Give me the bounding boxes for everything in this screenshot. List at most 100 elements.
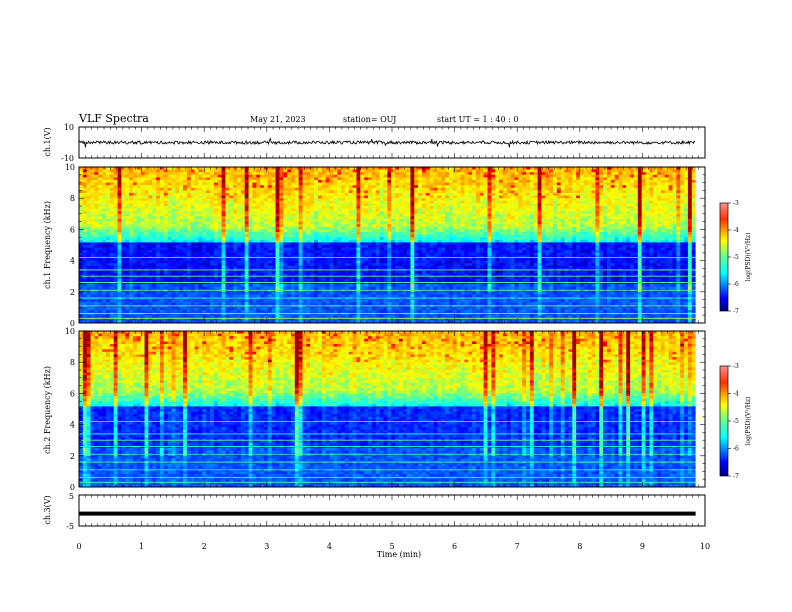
spectrogram-cell — [267, 208, 273, 212]
spectrogram-cell — [352, 200, 357, 204]
spectrogram-cell — [410, 180, 415, 183]
spectrogram-cell — [198, 185, 203, 189]
spectrogram-cell — [279, 219, 284, 222]
spectrogram-cell — [564, 195, 569, 199]
spectrogram-cell — [421, 200, 427, 204]
spectrogram-cell — [587, 226, 592, 230]
spectrogram-cell — [287, 221, 292, 225]
spectrogram-cell — [418, 172, 423, 176]
spectrogram-cell — [672, 216, 677, 220]
spectrogram-cell — [148, 239, 153, 243]
spectrogram-cell — [425, 213, 431, 217]
spectrogram-cell — [603, 200, 608, 204]
spectrogram-cell — [202, 232, 207, 235]
spectrogram-cell — [148, 177, 153, 181]
spectrogram-cell — [356, 229, 361, 233]
spectrogram-cell — [317, 208, 323, 212]
spectrogram-cell — [344, 174, 350, 178]
spectrogram-cell — [79, 208, 84, 212]
spectrogram-cell — [206, 213, 211, 217]
spectrogram-cell — [148, 180, 153, 183]
spectrogram-cell — [371, 229, 377, 233]
spectrogram-cell — [414, 213, 419, 217]
spectrogram-cell — [606, 221, 612, 225]
spectrogram-cell — [256, 203, 261, 207]
spectrogram-cell — [317, 213, 323, 217]
spectrogram-cell — [591, 203, 596, 207]
spectrogram-cell — [684, 177, 689, 181]
spectrogram-cell — [445, 190, 450, 194]
spectrogram-cell — [687, 216, 693, 220]
spectrogram-cell — [580, 206, 585, 209]
spectrogram-cell — [333, 177, 338, 181]
spectrogram-cell — [502, 187, 508, 191]
spectrogram-cell — [603, 229, 608, 233]
spectrogram-cell — [109, 226, 115, 230]
spectrogram-cell — [152, 169, 157, 173]
spectrogram-cell — [86, 169, 91, 173]
spectrogram-cell — [383, 213, 388, 217]
spectrogram-cell — [263, 234, 269, 238]
spectrogram-cell — [344, 182, 350, 186]
spectrogram-cell — [406, 200, 411, 204]
spectrogram-cell — [210, 219, 215, 222]
spectrogram-cell — [630, 224, 635, 228]
spectrogram-cell — [464, 198, 469, 202]
spectrogram-cell — [572, 206, 577, 209]
spectrogram-cell — [560, 187, 565, 191]
spectrogram-cell — [545, 239, 550, 243]
spectrogram-cell — [179, 174, 184, 178]
spectrogram-cell — [687, 169, 693, 173]
spectrogram-cell — [356, 177, 361, 181]
spectrogram-cell — [560, 208, 565, 212]
spectrogram-cell — [402, 229, 407, 233]
spectrogram-cell — [310, 206, 315, 209]
spectrogram-cell — [337, 224, 342, 228]
spectrogram-cell — [564, 200, 569, 204]
spectrogram-cell — [637, 216, 643, 220]
spectrogram-cell — [356, 198, 361, 202]
spectrogram-cell — [156, 221, 161, 225]
spectrogram-cell — [237, 182, 242, 186]
spectrogram-cell — [680, 203, 685, 207]
spectrogram-cell — [90, 195, 95, 199]
spectrogram-cell — [86, 219, 91, 222]
spectrogram-cell — [425, 229, 431, 233]
spectrogram-cell — [79, 216, 84, 220]
spectrogram-cell — [225, 211, 230, 215]
spectrogram-cell — [337, 226, 342, 230]
spectrogram-cell — [90, 169, 95, 173]
spectrogram-cell — [395, 242, 400, 246]
spectrogram-cell — [317, 187, 323, 191]
spectrogram-cell — [495, 221, 500, 225]
spectrogram-cell — [633, 239, 639, 243]
spectrogram-cell — [518, 237, 523, 241]
spectrogram-cell — [82, 219, 88, 222]
spectrogram-cell — [267, 174, 273, 178]
spectrogram-cell — [452, 193, 458, 196]
spectrogram-cell — [433, 203, 438, 207]
spectrogram-cell — [510, 208, 515, 212]
spectrogram-cell — [90, 203, 95, 207]
spectrogram-cell — [475, 187, 481, 191]
spectrogram-cell — [560, 167, 565, 170]
spectrogram-cell — [637, 237, 643, 241]
spectrogram-cell — [79, 167, 84, 170]
spectrogram-cell — [159, 169, 165, 173]
spectrogram-cell — [82, 208, 88, 212]
spectrogram-cell — [502, 234, 508, 238]
spectrogram-cell — [144, 226, 149, 230]
spectrogram-cell — [283, 200, 288, 204]
spectrogram-cell — [356, 206, 361, 209]
spectrogram-cell — [306, 219, 311, 222]
spectrogram-cell — [445, 169, 450, 173]
spectrogram-cell — [410, 221, 415, 225]
spectrogram-cell — [294, 206, 300, 209]
spectrogram-cell — [499, 198, 504, 202]
spectrogram-cell — [159, 213, 165, 217]
spectrogram-cell — [391, 180, 396, 183]
spectrogram-cell — [572, 242, 577, 246]
spectrogram-cell — [553, 200, 558, 204]
spectrogram-cell — [445, 185, 450, 189]
spectrogram-cell — [545, 208, 550, 212]
